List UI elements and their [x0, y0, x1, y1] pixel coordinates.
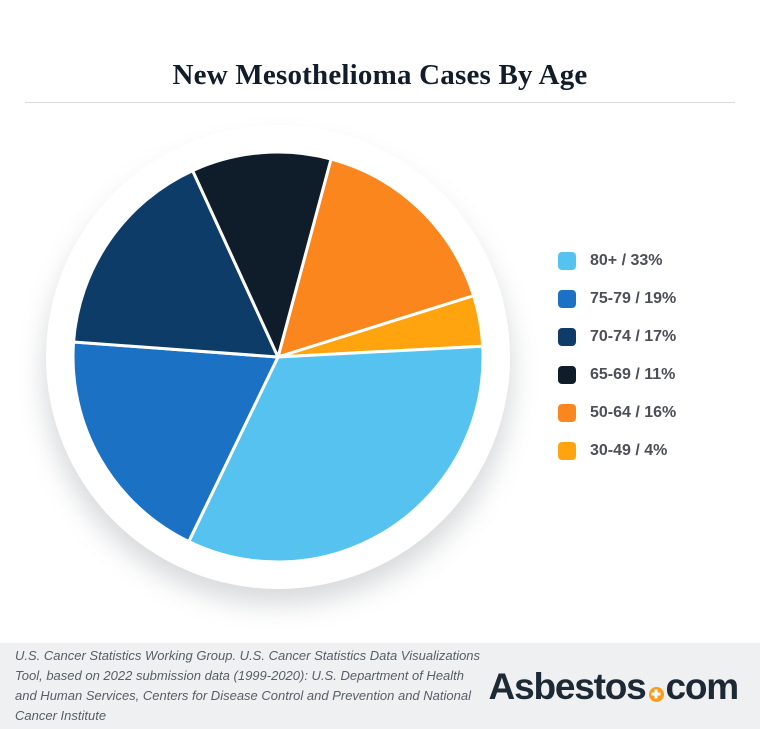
footer: U.S. Cancer Statistics Working Group. U.…: [0, 643, 760, 729]
legend-item: 70-74 / 17%: [558, 328, 676, 346]
legend-item: 80+ / 33%: [558, 252, 676, 270]
legend-label: 65-69 / 11%: [590, 366, 676, 383]
pie-slice-65-69: [191, 150, 333, 359]
pie-chart: [44, 144, 512, 604]
legend-swatch-icon: [558, 290, 576, 308]
legend-label: 80+ / 33%: [590, 252, 663, 269]
legend-item: 30-49 / 4%: [558, 442, 676, 460]
page-title: New Mesothelioma Cases By Age: [172, 59, 588, 92]
legend-item: 65-69 / 11%: [558, 366, 676, 384]
legend-swatch-icon: [558, 442, 576, 460]
title-divider: [25, 102, 735, 103]
legend-label: 70-74 / 17%: [590, 328, 677, 345]
chart-legend: 80+ / 33% 75-79 / 19% 70-74 / 17% 65-69 …: [558, 252, 676, 480]
pie-slice-80+: [187, 344, 485, 564]
plus-circle-icon: [648, 686, 664, 702]
legend-item: 75-79 / 19%: [558, 290, 676, 308]
legend-swatch-icon: [558, 252, 576, 270]
legend-label: 30-49 / 4%: [590, 442, 668, 459]
pie-slice-75-79: [71, 340, 280, 544]
legend-label: 50-64 / 16%: [590, 404, 677, 421]
pie-slice-70-74: [72, 169, 280, 359]
asbestos-logo: Asbestos com: [488, 665, 740, 707]
legend-item: 50-64 / 16%: [558, 404, 676, 422]
logo-brand-text: Asbestos: [488, 665, 647, 707]
legend-swatch-icon: [558, 366, 576, 384]
legend-swatch-icon: [558, 328, 576, 346]
legend-label: 75-79 / 19%: [590, 290, 677, 307]
logo-tld-text: com: [665, 665, 740, 707]
pie-slices: [71, 150, 485, 564]
source-citation: U.S. Cancer Statistics Working Group. U.…: [15, 648, 481, 723]
legend-swatch-icon: [558, 404, 576, 422]
pie-slice-50-64: [276, 157, 476, 359]
